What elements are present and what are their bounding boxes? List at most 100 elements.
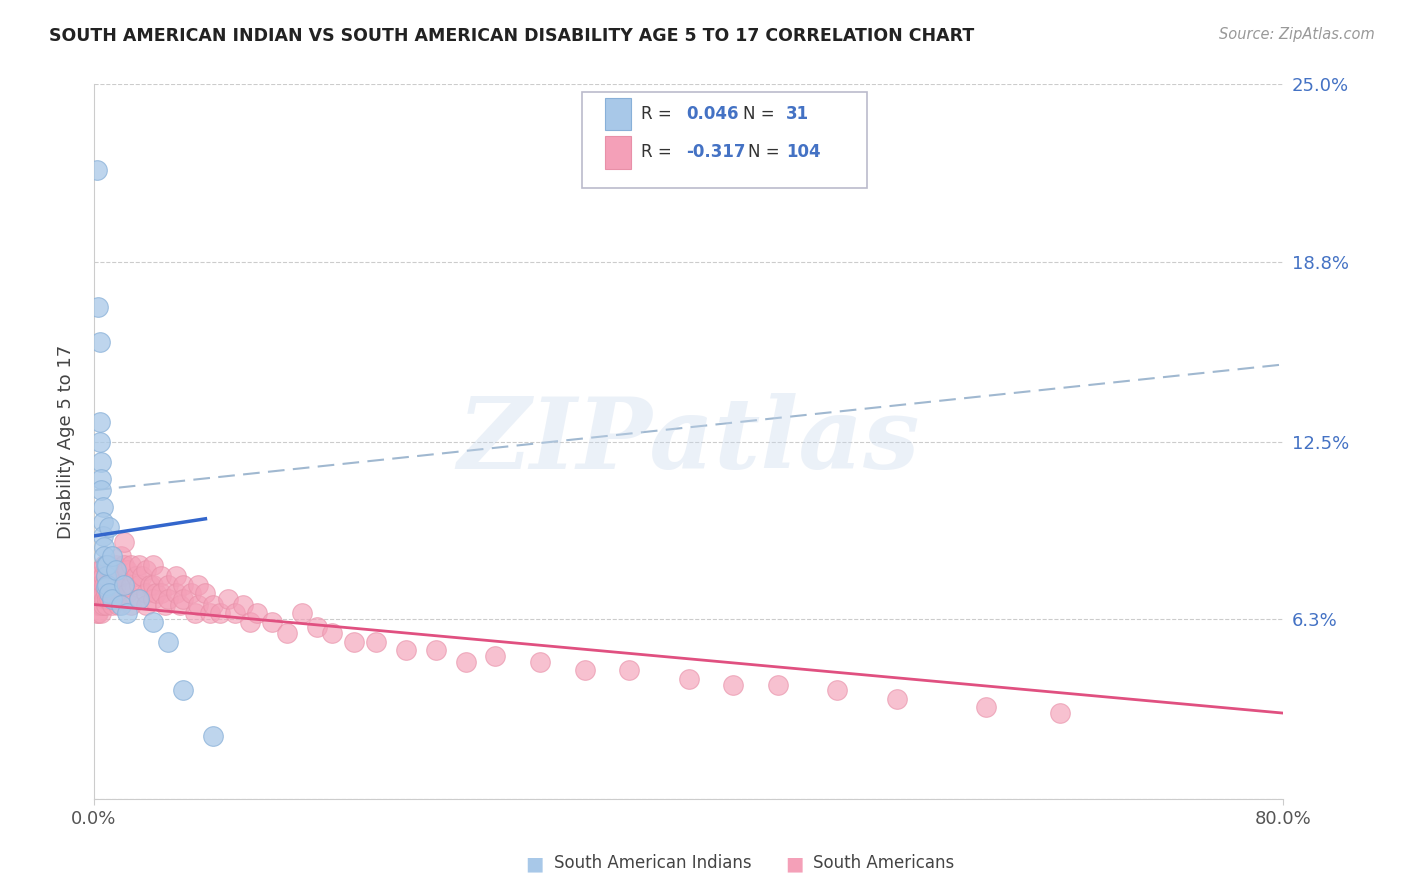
Point xyxy=(149,586,172,600)
Point xyxy=(89,598,111,612)
Point xyxy=(86,577,108,591)
Point xyxy=(87,598,110,612)
Point xyxy=(100,591,122,606)
Point xyxy=(142,615,165,629)
Point xyxy=(110,569,132,583)
Text: SOUTH AMERICAN INDIAN VS SOUTH AMERICAN DISABILITY AGE 5 TO 17 CORRELATION CHART: SOUTH AMERICAN INDIAN VS SOUTH AMERICAN … xyxy=(49,27,974,45)
Text: ■: ■ xyxy=(785,854,804,873)
Point xyxy=(343,634,366,648)
Point xyxy=(97,558,120,572)
Point xyxy=(90,577,112,591)
Text: 31: 31 xyxy=(786,105,810,123)
Point xyxy=(105,558,128,572)
Bar xyxy=(606,98,631,130)
Text: R =: R = xyxy=(641,105,678,123)
Point xyxy=(110,549,132,563)
Point xyxy=(104,569,127,583)
Point xyxy=(89,586,111,600)
Point xyxy=(120,577,142,591)
Point xyxy=(131,569,153,583)
Point xyxy=(194,586,217,600)
Point xyxy=(94,580,117,594)
Bar xyxy=(606,136,631,169)
Text: South American Indians: South American Indians xyxy=(554,855,752,872)
Point xyxy=(145,586,167,600)
Point xyxy=(97,586,120,600)
Point xyxy=(100,577,122,591)
Text: ■: ■ xyxy=(524,854,544,873)
Point xyxy=(155,598,177,612)
Point xyxy=(321,626,343,640)
Point xyxy=(105,577,128,591)
Point xyxy=(93,549,115,563)
Point xyxy=(84,586,107,600)
Point xyxy=(112,577,135,591)
Text: N =: N = xyxy=(748,144,785,161)
Text: Source: ZipAtlas.com: Source: ZipAtlas.com xyxy=(1219,27,1375,42)
Point xyxy=(721,677,744,691)
Point xyxy=(135,598,157,612)
Point xyxy=(97,577,120,591)
Text: South Americans: South Americans xyxy=(813,855,953,872)
Point xyxy=(91,500,114,515)
Point xyxy=(1049,706,1071,720)
Point xyxy=(172,591,194,606)
Point xyxy=(86,163,108,178)
Point xyxy=(201,729,224,743)
Text: ZIPatlas: ZIPatlas xyxy=(457,393,920,490)
Point xyxy=(110,598,132,612)
Point xyxy=(97,591,120,606)
Point xyxy=(107,598,129,612)
Point xyxy=(484,648,506,663)
Point xyxy=(617,663,640,677)
Point xyxy=(149,569,172,583)
Point xyxy=(180,586,202,600)
Point xyxy=(120,598,142,612)
Point xyxy=(93,541,115,555)
Point xyxy=(86,591,108,606)
Point xyxy=(84,598,107,612)
Point xyxy=(120,558,142,572)
Point xyxy=(209,606,232,620)
Point xyxy=(142,558,165,572)
Point xyxy=(366,634,388,648)
Point xyxy=(574,663,596,677)
Point xyxy=(112,534,135,549)
Point xyxy=(395,643,418,657)
Point xyxy=(766,677,789,691)
Point xyxy=(135,586,157,600)
Point xyxy=(112,558,135,572)
Point xyxy=(94,569,117,583)
Point xyxy=(96,591,118,606)
Point xyxy=(142,591,165,606)
Point xyxy=(89,577,111,591)
Point xyxy=(425,643,447,657)
Point xyxy=(974,700,997,714)
Point xyxy=(93,577,115,591)
Point xyxy=(172,683,194,698)
Point xyxy=(305,620,328,634)
Point xyxy=(89,563,111,577)
Text: 0.046: 0.046 xyxy=(686,105,738,123)
Point xyxy=(100,598,122,612)
Point xyxy=(198,606,221,620)
Text: N =: N = xyxy=(744,105,780,123)
Point xyxy=(201,598,224,612)
Point xyxy=(91,515,114,529)
Point xyxy=(97,520,120,534)
Point xyxy=(187,598,209,612)
Point xyxy=(232,598,254,612)
FancyBboxPatch shape xyxy=(582,92,868,188)
Point xyxy=(93,591,115,606)
Point xyxy=(91,569,114,583)
Point xyxy=(87,301,110,315)
Point xyxy=(239,615,262,629)
Point xyxy=(172,577,194,591)
Point xyxy=(886,691,908,706)
Point xyxy=(91,586,114,600)
Point xyxy=(105,563,128,577)
Point xyxy=(157,591,180,606)
Point xyxy=(128,558,150,572)
Point xyxy=(100,549,122,563)
Point xyxy=(246,606,269,620)
